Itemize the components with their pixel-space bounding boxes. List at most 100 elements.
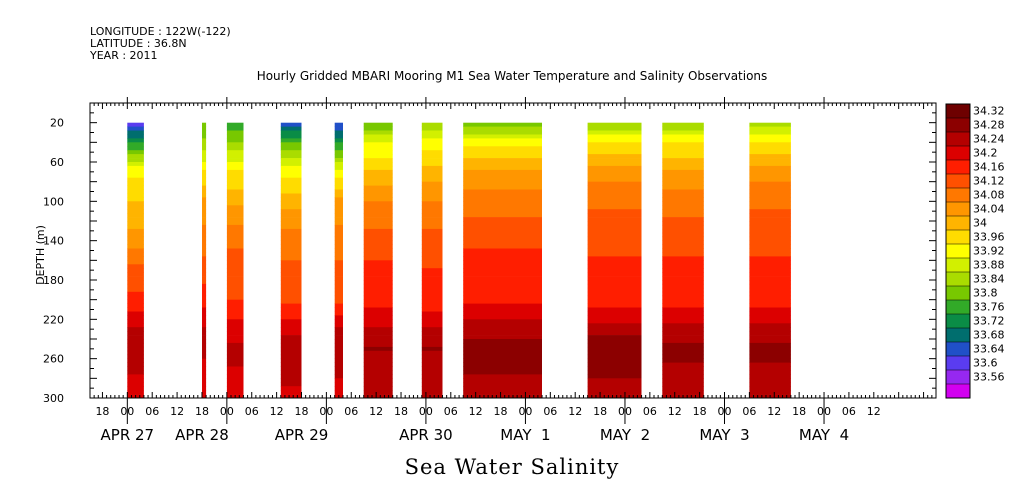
x-tick-label: 12 xyxy=(867,405,881,418)
salinity-cell xyxy=(363,315,393,320)
salinity-cell xyxy=(280,350,302,356)
y-axis-title: DEPTH (m) xyxy=(34,225,47,285)
salinity-cell xyxy=(463,185,542,190)
salinity-cell xyxy=(202,315,207,320)
salinity-cell xyxy=(749,370,791,375)
salinity-cell xyxy=(202,327,207,332)
salinity-cell xyxy=(463,217,542,222)
colorbar-swatch xyxy=(946,258,970,273)
salinity-cell xyxy=(587,323,642,328)
salinity-cell xyxy=(587,205,642,210)
salinity-cell xyxy=(587,173,642,179)
salinity-cell xyxy=(587,315,642,320)
salinity-cell xyxy=(127,150,144,155)
salinity-cell xyxy=(226,362,244,367)
salinity-cell xyxy=(749,130,791,135)
y-tick-label: 20 xyxy=(50,117,64,130)
salinity-cell xyxy=(226,370,244,375)
salinity-cell xyxy=(280,319,302,324)
salinity-cell xyxy=(421,276,443,281)
salinity-cell xyxy=(749,366,791,371)
salinity-cell xyxy=(421,394,443,399)
salinity-cell xyxy=(587,287,642,293)
salinity-cell xyxy=(363,126,393,131)
salinity-cell xyxy=(280,177,302,182)
x-tick-label: 06 xyxy=(145,405,159,418)
salinity-cell xyxy=(127,142,144,147)
salinity-cell xyxy=(127,181,144,186)
salinity-cell xyxy=(280,213,302,218)
salinity-cell xyxy=(587,209,642,214)
salinity-cell xyxy=(587,142,642,147)
salinity-cell xyxy=(334,268,343,273)
salinity-cell xyxy=(226,350,244,356)
salinity-cell xyxy=(334,335,343,340)
salinity-cell xyxy=(334,224,343,230)
salinity-cell xyxy=(334,374,343,379)
salinity-cell xyxy=(226,295,244,300)
salinity-cell xyxy=(749,295,791,300)
chart-title: Hourly Gridded MBARI Mooring M1 Sea Wate… xyxy=(257,69,768,83)
salinity-cell xyxy=(280,193,302,198)
salinity-cell xyxy=(587,150,642,155)
salinity-cell xyxy=(127,362,144,367)
salinity-cell xyxy=(127,374,144,379)
salinity-cell xyxy=(334,138,343,143)
salinity-cell xyxy=(363,303,393,308)
salinity-cell xyxy=(662,154,704,159)
salinity-cell xyxy=(587,162,642,167)
salinity-cell xyxy=(421,142,443,147)
salinity-cell xyxy=(280,134,302,139)
salinity-cell xyxy=(421,346,443,352)
salinity-cell xyxy=(749,122,791,127)
salinity-cell xyxy=(421,228,443,234)
salinity-cell xyxy=(463,342,542,348)
salinity-cell xyxy=(662,256,704,261)
salinity-cell xyxy=(363,146,393,151)
salinity-cell xyxy=(334,315,343,320)
salinity-cell xyxy=(421,189,443,194)
salinity-cell xyxy=(202,138,207,143)
salinity-cell xyxy=(202,366,207,371)
salinity-cell xyxy=(280,201,302,206)
salinity-cell xyxy=(749,197,791,202)
salinity-cell xyxy=(280,272,302,277)
salinity-cell xyxy=(421,362,443,367)
salinity-cell xyxy=(363,291,393,297)
y-tick-label: 220 xyxy=(43,313,64,326)
salinity-cell xyxy=(226,181,244,186)
salinity-cell xyxy=(202,354,207,359)
salinity-cell xyxy=(421,224,443,230)
salinity-cell xyxy=(749,138,791,143)
salinity-cell xyxy=(749,299,791,304)
salinity-cell xyxy=(280,346,302,352)
salinity-cell xyxy=(749,154,791,159)
salinity-cell xyxy=(421,181,443,186)
axes: 18 00 06 12 18 00 06 12 18 00 06 12 18 00 06 12 18 00 06 12… xyxy=(43,97,937,444)
salinity-cell xyxy=(127,134,144,139)
salinity-cell xyxy=(587,181,642,186)
salinity-cell xyxy=(749,173,791,179)
salinity-cell xyxy=(463,181,542,186)
y-tick-label: 100 xyxy=(43,195,64,208)
salinity-cell xyxy=(421,350,443,356)
salinity-cell xyxy=(421,280,443,285)
salinity-cell xyxy=(280,339,302,344)
salinity-cell xyxy=(363,339,393,344)
salinity-cell xyxy=(463,346,542,352)
salinity-cell xyxy=(280,264,302,269)
salinity-cell xyxy=(202,331,207,336)
salinity-cell xyxy=(421,339,443,344)
salinity-cell xyxy=(421,248,443,253)
salinity-cell xyxy=(334,122,343,127)
salinity-cell xyxy=(202,197,207,202)
salinity-cell xyxy=(363,350,393,356)
salinity-cell xyxy=(280,154,302,159)
salinity-cell xyxy=(363,142,393,147)
salinity-cell xyxy=(463,154,542,159)
salinity-cell xyxy=(662,315,704,320)
salinity-cell xyxy=(587,185,642,190)
salinity-cell xyxy=(463,244,542,249)
salinity-cell xyxy=(226,260,244,265)
